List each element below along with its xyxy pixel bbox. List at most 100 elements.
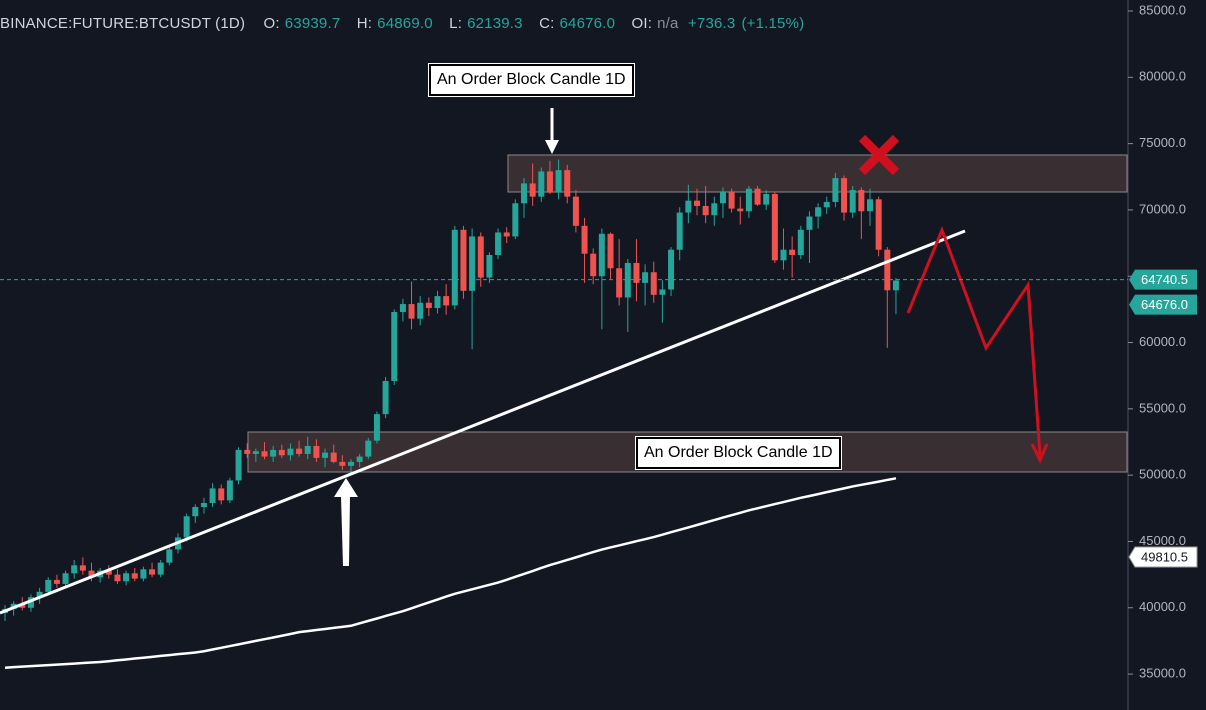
candle-body xyxy=(36,591,43,598)
candle-body xyxy=(200,502,207,507)
candle-body xyxy=(278,449,285,456)
candle-body xyxy=(745,188,752,212)
y-tick-label: 40000.0 xyxy=(1139,599,1186,614)
price-tag xyxy=(1129,294,1197,315)
candle-body xyxy=(581,225,588,254)
candle-body xyxy=(737,208,744,212)
candle-body xyxy=(823,201,830,208)
candle-body xyxy=(339,461,346,466)
y-tick-label: 85000.0 xyxy=(1139,2,1186,17)
candle-body xyxy=(88,570,95,578)
candle-body xyxy=(668,249,675,290)
candle-body xyxy=(62,573,69,584)
candle-body xyxy=(754,188,761,205)
candle-body xyxy=(27,597,34,608)
candle-body xyxy=(780,249,787,261)
y-tick-label: 35000.0 xyxy=(1139,665,1186,680)
projection-arrowhead xyxy=(1030,443,1049,464)
candle-body xyxy=(261,451,268,457)
up-arrow xyxy=(334,478,358,566)
oi-value: n/a xyxy=(657,15,679,32)
candle-body xyxy=(806,216,813,230)
invalid-mark xyxy=(858,134,900,176)
candle-body xyxy=(356,456,363,462)
candle-body xyxy=(399,304,406,313)
candle-body xyxy=(235,449,242,481)
candle-body xyxy=(79,565,86,571)
close-value: 64676.0 xyxy=(559,15,616,32)
label: C: xyxy=(539,15,555,32)
projection-path xyxy=(906,225,1042,456)
candle-body xyxy=(244,449,251,454)
candle-body xyxy=(771,194,778,261)
candle-body xyxy=(797,229,804,256)
candle-body xyxy=(287,448,294,456)
candle-body xyxy=(512,203,519,237)
candle-body xyxy=(590,253,597,277)
candle-body xyxy=(815,207,822,217)
label: L: xyxy=(449,15,463,32)
candle-body xyxy=(598,233,605,277)
candle-body xyxy=(373,414,380,441)
candle-body xyxy=(832,178,839,202)
label: OI: xyxy=(631,15,653,32)
candle-body xyxy=(469,236,476,291)
high-value: 64869.0 xyxy=(377,15,433,32)
candle-body xyxy=(546,171,553,193)
candle-body xyxy=(218,488,225,501)
candle-body xyxy=(322,452,329,458)
candle-body xyxy=(425,302,432,309)
candle-body xyxy=(875,199,882,250)
candle-body xyxy=(884,249,891,291)
candle-body xyxy=(477,236,484,278)
candle-body xyxy=(105,570,112,575)
candle-body xyxy=(650,272,657,295)
down-arrow xyxy=(545,108,559,154)
candle-body xyxy=(642,272,649,283)
price-tag xyxy=(1129,269,1197,290)
candle-body xyxy=(892,280,899,291)
label: H: xyxy=(356,15,373,32)
candle-body xyxy=(676,212,683,250)
candle-body xyxy=(849,190,856,213)
candle-body xyxy=(728,191,735,209)
candle-body xyxy=(616,268,623,298)
price-tag-label: 64740.5 xyxy=(1141,272,1188,287)
candle-body xyxy=(313,445,320,458)
candle-body xyxy=(252,451,259,454)
y-tick-label: 80000.0 xyxy=(1139,69,1186,84)
candle-body xyxy=(867,199,873,212)
candle-body xyxy=(140,569,147,579)
candle-body xyxy=(763,194,770,205)
open-value: 63939.7 xyxy=(284,15,341,32)
candle-body xyxy=(633,262,640,283)
candle-body xyxy=(391,312,398,381)
candle-body xyxy=(495,232,502,256)
annotation-label: An Order Block Candle 1D xyxy=(428,63,635,97)
candle-body xyxy=(270,449,277,457)
candle-body xyxy=(330,452,337,462)
candle-body xyxy=(71,565,78,574)
candle-body xyxy=(659,289,666,295)
candle-body xyxy=(304,445,311,454)
candle-body xyxy=(209,488,216,503)
price-tag xyxy=(1128,546,1198,568)
candle-body xyxy=(149,569,156,575)
moving-average-line xyxy=(4,477,897,669)
candle-body xyxy=(564,170,571,197)
label: O: xyxy=(263,15,280,32)
y-tick-label: 45000.0 xyxy=(1139,533,1186,548)
y-tick-label: 55000.0 xyxy=(1139,400,1186,415)
candle-body xyxy=(719,191,726,204)
candle-body xyxy=(382,380,389,415)
candle-body xyxy=(296,448,303,454)
candle-body xyxy=(114,574,121,582)
candle-body xyxy=(538,171,545,197)
candle-body xyxy=(434,296,441,309)
candle-body xyxy=(123,573,130,582)
candle-body xyxy=(451,229,458,306)
candle-body xyxy=(417,302,424,319)
candle-body xyxy=(53,579,60,584)
